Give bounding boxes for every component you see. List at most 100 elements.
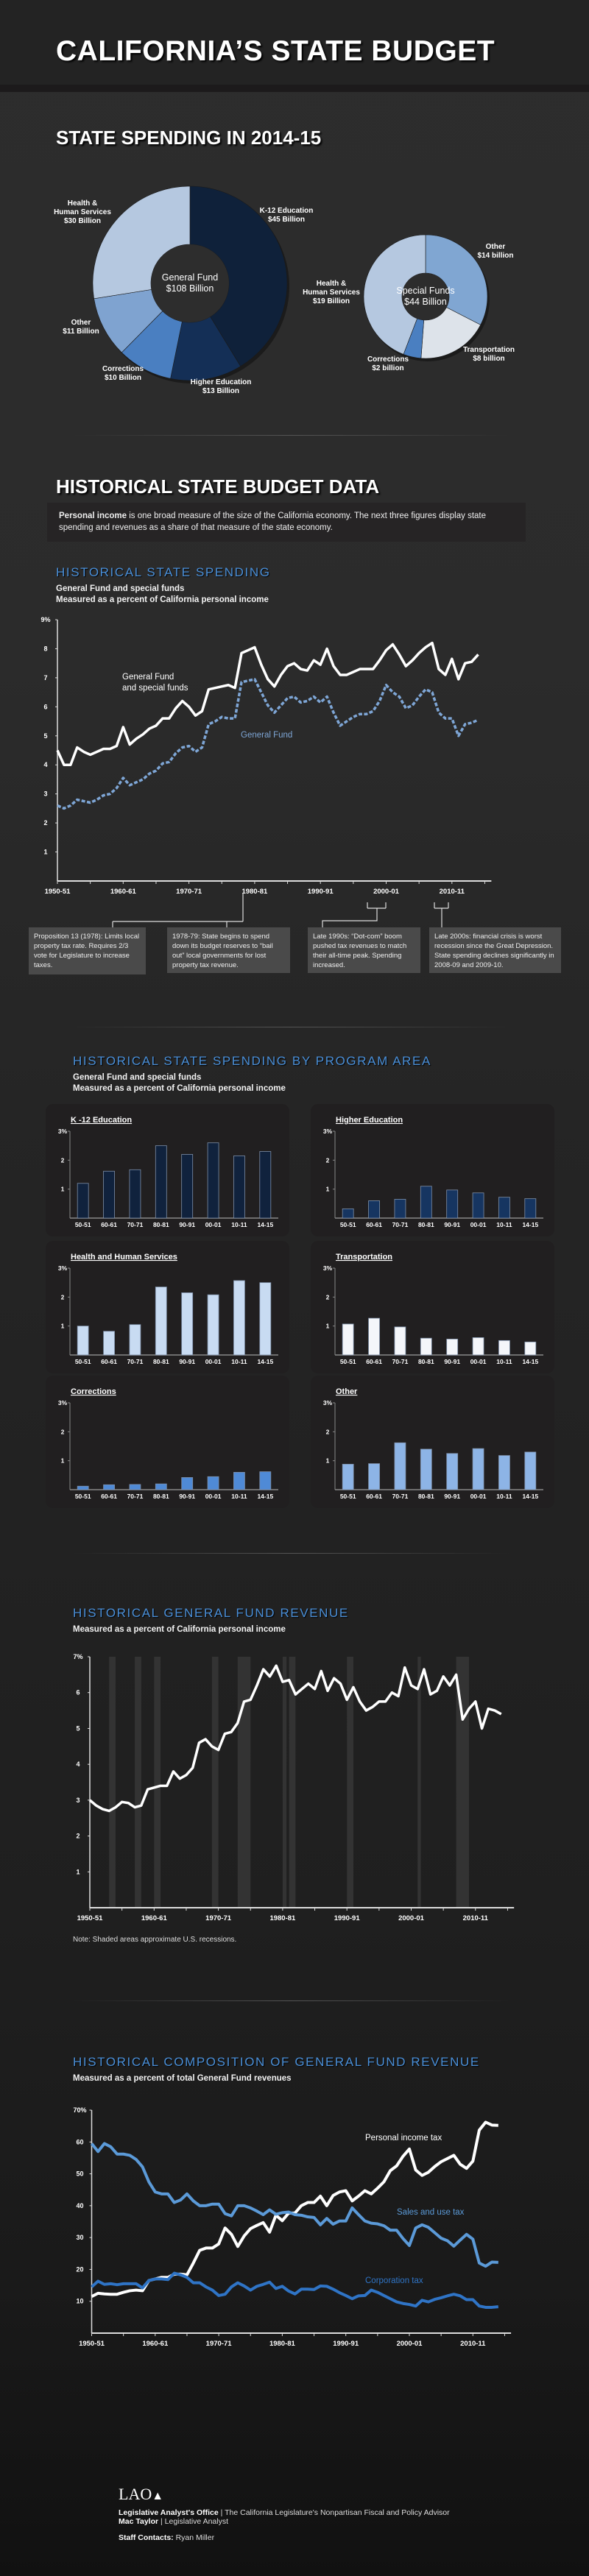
x-tick-label: 50-51	[75, 1358, 91, 1365]
recession-band	[237, 1657, 251, 1908]
x-tick-label: 1960-61	[142, 2340, 169, 2348]
x-tick-label: 90-91	[179, 1493, 195, 1500]
subtitle-line: General Fund and special funds	[56, 584, 185, 593]
y-tick-label: 30	[76, 2234, 83, 2241]
series-label: General Fund	[241, 731, 292, 740]
recession-band	[289, 1657, 296, 1908]
x-tick-label: 80-81	[418, 1358, 434, 1365]
staff-name: Ryan Miller	[173, 2533, 215, 2542]
slice-value: $45 Billion	[268, 216, 305, 224]
slice-value: $11 Billion	[63, 328, 99, 336]
x-tick-label: 1950-51	[79, 2340, 105, 2348]
x-tick-label: 60-61	[101, 1221, 117, 1228]
donut-center-title: Special Funds	[396, 286, 454, 296]
x-tick-label: 1950-51	[77, 1914, 104, 1922]
y-tick-label: 3	[76, 1797, 80, 1804]
x-tick-label: 1970-71	[206, 2340, 233, 2348]
x-tick-label: 14-15	[257, 1358, 273, 1365]
revenue-subtitle: Measured as a percent of California pers…	[73, 1625, 286, 1634]
bar	[446, 1338, 459, 1356]
x-tick-label: 1970-71	[205, 1914, 232, 1922]
subtitle-line: General Fund and special funds	[73, 1073, 202, 1082]
x-tick-label: 1970-71	[176, 888, 202, 896]
spending-title: STATE SPENDING IN 2014-15	[56, 127, 322, 149]
staff-label: Staff Contacts:	[119, 2533, 174, 2542]
x-tick-label: 2000-01	[373, 888, 400, 896]
y-tick-label: 3%	[323, 1264, 333, 1272]
x-tick-label: 70-71	[127, 1493, 144, 1500]
bar	[394, 1442, 406, 1490]
slice-label: Other	[486, 243, 506, 251]
bar	[524, 1198, 537, 1219]
y-tick-label: 8	[43, 645, 47, 652]
recession-band	[456, 1657, 470, 1908]
composition-title: HISTORICAL COMPOSITION OF GENERAL FUND R…	[73, 2055, 480, 2069]
intro-bold: Personal income	[59, 512, 127, 520]
x-tick-label: 1960-61	[141, 1914, 168, 1922]
bar	[446, 1189, 459, 1219]
x-tick-label: 50-51	[340, 1358, 356, 1365]
x-tick-label: 50-51	[340, 1221, 356, 1228]
slice-value: $13 Billion	[202, 387, 239, 395]
bar	[342, 1323, 354, 1356]
x-tick-label: 90-91	[179, 1221, 195, 1228]
bar	[446, 1453, 459, 1490]
recession-band	[211, 1657, 219, 1908]
x-tick-label: 10-11	[496, 1358, 512, 1365]
program-panel: K -12 Education 1 2 3% 50-51 60-61 70-71 80-81 9…	[46, 1104, 289, 1236]
x-tick-label: 70-71	[392, 1358, 409, 1365]
program-panel: Health and Human Services 1 2 3% 50-51 60-61 7…	[46, 1241, 289, 1373]
y-tick-label: 1	[61, 1457, 65, 1465]
x-tick-label: 50-51	[75, 1493, 91, 1500]
bar	[498, 1455, 510, 1490]
x-tick-label: 2010-11	[460, 2340, 486, 2348]
y-tick-label: 2	[76, 1833, 80, 1840]
x-tick-label: 00-01	[205, 1358, 222, 1365]
y-tick-label: 7	[43, 674, 47, 682]
y-tick-label: 3%	[58, 1128, 68, 1135]
spending-donut-charts: K-12 Education$45 Billion Higher Educatio…	[54, 185, 515, 395]
bar	[342, 1209, 354, 1219]
x-tick-label: 00-01	[470, 1221, 487, 1228]
bar-chart: Higher Education 1 2 3% 50-51 60-61 70-71 80-81…	[323, 1116, 543, 1228]
y-tick-label: 50	[76, 2170, 83, 2178]
header-strip	[0, 85, 589, 92]
x-tick-label: 1960-61	[110, 888, 137, 896]
bar	[155, 1287, 167, 1356]
bar	[103, 1170, 115, 1219]
x-tick-label: 80-81	[418, 1221, 434, 1228]
bar-chart: Health and Human Services 1 2 3% 50-51 60-61 7…	[58, 1253, 278, 1365]
y-tick-label: 60	[76, 2138, 83, 2145]
historical-spending-chart: 1 2 3 4 5 6 7 8 9% 1950-51 1960-61 1970-71 1980-81 19…	[40, 616, 492, 927]
composition-chart: 10 20 30 40 50 60 70% 1950-51 1960-61 1970-71 1980…	[73, 2106, 512, 2348]
slice-label: Corrections	[102, 365, 144, 373]
program-panel: Higher Education 1 2 3% 50-51 60-61 70-71 80-81…	[311, 1104, 554, 1236]
org-description: | The California Legislature's Nonpartis…	[218, 2508, 450, 2517]
recession-band	[135, 1657, 141, 1908]
bar	[259, 1151, 272, 1219]
x-tick-label: 90-91	[444, 1358, 460, 1365]
composition-subtitle: Measured as a percent of total General F…	[73, 2074, 292, 2083]
x-tick-label: 90-91	[444, 1221, 460, 1228]
y-tick-label: 3%	[58, 1399, 68, 1406]
x-tick-label: 10-11	[231, 1358, 247, 1365]
recession-band	[154, 1657, 161, 1908]
y-tick-label: 2	[326, 1156, 330, 1164]
x-tick-label: 90-91	[179, 1358, 195, 1365]
historical-title: HISTORICAL STATE BUDGET DATA	[56, 475, 380, 498]
y-tick-label: 1	[61, 1323, 65, 1330]
series-label: Corporation tax	[365, 2276, 423, 2285]
bar	[233, 1280, 245, 1356]
slice-value: $19 Billion	[313, 297, 350, 305]
donut-hole	[402, 273, 449, 320]
bar	[524, 1341, 537, 1356]
revenue-chart: 1 2 3 4 5 6 7% 1950-51 1960-61 1970-71 1980-81 1990…	[73, 1653, 515, 1922]
panel-title: Corrections	[71, 1387, 116, 1396]
annotation-dotcom: Late 1990s: “Dot-com” boom pushed tax re…	[308, 927, 420, 973]
slice-value: $14 billion	[478, 252, 514, 260]
y-tick-label: 3	[43, 790, 47, 798]
x-tick-label: 10-11	[496, 1221, 512, 1228]
x-tick-label: 00-01	[205, 1221, 222, 1228]
y-tick-label: 70%	[73, 2106, 86, 2114]
